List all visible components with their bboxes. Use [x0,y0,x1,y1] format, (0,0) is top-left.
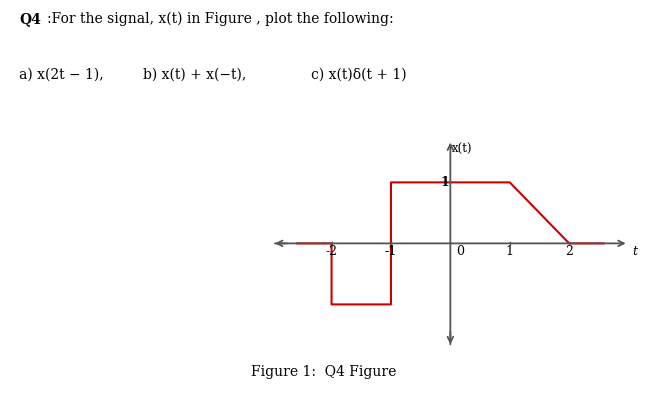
Text: 1: 1 [505,245,514,258]
Text: -1: -1 [385,245,397,258]
Text: t: t [632,245,638,258]
Text: -1: -1 [385,245,397,258]
Text: Figure 1:  Q4 Figure: Figure 1: Q4 Figure [251,365,397,379]
Text: -2: -2 [325,245,338,258]
Text: b) x(t) + x(−t),: b) x(t) + x(−t), [143,68,246,82]
Text: 0: 0 [456,245,465,258]
Text: Q4: Q4 [19,12,41,26]
Text: c) x(t)δ(t + 1): c) x(t)δ(t + 1) [311,68,407,82]
Text: x(t): x(t) [452,143,472,156]
Text: 2: 2 [565,245,573,258]
Text: a) x(2t − 1),: a) x(2t − 1), [19,68,104,82]
Text: :For the signal, x(t) in Figure , plot the following:: :For the signal, x(t) in Figure , plot t… [47,12,394,26]
Text: 1: 1 [440,176,449,189]
